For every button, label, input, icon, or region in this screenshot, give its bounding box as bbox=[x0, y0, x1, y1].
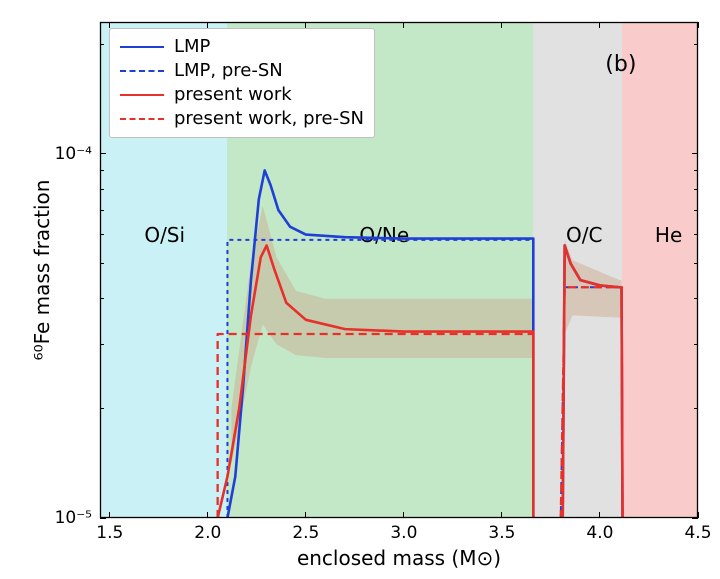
ytick-minor bbox=[694, 344, 698, 345]
legend-swatch bbox=[120, 37, 164, 57]
ytick-minor bbox=[694, 408, 698, 409]
xtick-label: 2.0 bbox=[194, 523, 221, 543]
xtick-mark bbox=[109, 512, 110, 518]
ytick-mark bbox=[100, 153, 106, 154]
y-axis-label: ⁶⁰Fe mass fraction bbox=[30, 22, 54, 518]
xtick-mark bbox=[403, 22, 404, 28]
xtick-mark bbox=[207, 22, 208, 28]
ytick-minor bbox=[100, 344, 104, 345]
xtick-mark bbox=[599, 512, 600, 518]
legend-swatch bbox=[120, 85, 164, 105]
series-present_pre bbox=[561, 287, 623, 518]
legend-label: present work, pre-SN bbox=[174, 107, 364, 131]
ytick-label: 10⁻⁴ bbox=[55, 144, 92, 164]
xtick-label: 4.5 bbox=[684, 523, 711, 543]
ytick-minor bbox=[694, 44, 698, 45]
legend-item-lmp_pre: LMP, pre-SN bbox=[120, 59, 364, 83]
ytick-minor bbox=[100, 170, 104, 171]
ytick-minor bbox=[100, 263, 104, 264]
xtick-label: 1.5 bbox=[96, 523, 123, 543]
xtick-mark bbox=[599, 22, 600, 28]
series-lmp_pre bbox=[561, 287, 623, 518]
legend-item-present_pre: present work, pre-SN bbox=[120, 107, 364, 131]
legend-label: present work bbox=[174, 83, 292, 107]
xtick-label: 4.0 bbox=[586, 523, 613, 543]
ytick-minor bbox=[100, 234, 104, 235]
ytick-minor bbox=[694, 189, 698, 190]
legend-swatch bbox=[120, 109, 164, 129]
ytick-mark bbox=[100, 518, 106, 519]
xtick-mark bbox=[698, 22, 699, 28]
legend-label: LMP bbox=[174, 35, 210, 59]
ytick-minor bbox=[694, 210, 698, 211]
ytick-minor bbox=[100, 298, 104, 299]
ytick-minor bbox=[100, 210, 104, 211]
xtick-mark bbox=[109, 22, 110, 28]
ytick-mark bbox=[692, 518, 698, 519]
panel-label: (b) bbox=[605, 52, 636, 77]
xtick-mark bbox=[207, 512, 208, 518]
xtick-label: 3.0 bbox=[390, 523, 417, 543]
ytick-minor bbox=[100, 44, 104, 45]
xtick-label: 2.5 bbox=[292, 523, 319, 543]
ytick-minor bbox=[694, 170, 698, 171]
legend-item-lmp: LMP bbox=[120, 35, 364, 59]
xtick-mark bbox=[305, 512, 306, 518]
xtick-mark bbox=[501, 22, 502, 28]
ytick-minor bbox=[694, 263, 698, 264]
series-present_pre bbox=[218, 334, 534, 518]
legend-item-present: present work bbox=[120, 83, 364, 107]
xtick-mark bbox=[501, 512, 502, 518]
legend-label: LMP, pre-SN bbox=[174, 59, 283, 83]
ytick-minor bbox=[694, 298, 698, 299]
x-axis-label: enclosed mass (M⊙) bbox=[100, 546, 698, 570]
legend: LMPLMP, pre-SNpresent workpresent work, … bbox=[109, 28, 375, 138]
legend-swatch bbox=[120, 61, 164, 81]
ytick-minor bbox=[694, 234, 698, 235]
xtick-mark bbox=[305, 22, 306, 28]
ytick-label: 10⁻⁵ bbox=[55, 508, 92, 528]
uncertainty-band bbox=[231, 206, 533, 465]
xtick-mark bbox=[403, 512, 404, 518]
ytick-mark bbox=[692, 153, 698, 154]
xtick-label: 3.5 bbox=[488, 523, 515, 543]
ytick-minor bbox=[100, 189, 104, 190]
ytick-minor bbox=[100, 408, 104, 409]
